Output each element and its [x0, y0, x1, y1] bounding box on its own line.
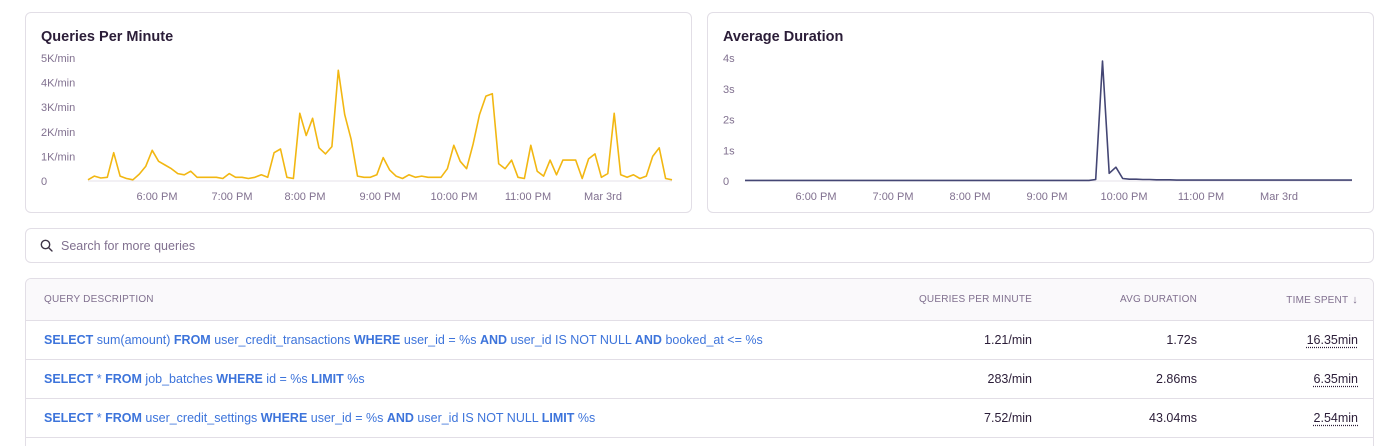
- average-duration-panel: Average Duration 0 1s 2s 3s 4s 6:00 PM 7:00 PM…: [707, 12, 1374, 213]
- sql-text: booked_at <= %s: [661, 333, 763, 347]
- queries-per-minute-title: Queries Per Minute: [41, 29, 174, 45]
- sql-text: *: [93, 411, 106, 425]
- header-time-spent-label: TIME SPENT: [1286, 295, 1349, 306]
- header-queries-per-minute[interactable]: QUERIES PER MINUTE: [918, 294, 1032, 305]
- x-tick-label: 11:00 PM: [1178, 191, 1224, 203]
- header-query-description: QUERY DESCRIPTION: [44, 294, 154, 305]
- series-line: [87, 69, 673, 181]
- y-tick-label: 1s: [723, 145, 735, 157]
- queries-per-minute-value: 7.52/min: [984, 411, 1032, 425]
- sql-keyword: AND: [479, 333, 508, 347]
- sql-text: sum(amount): [93, 333, 174, 347]
- y-tick-label: 4K/min: [41, 78, 75, 90]
- sql-keyword: FROM: [105, 411, 142, 425]
- query-description-link[interactable]: SELECT * FROM user_credit_settings WHERE…: [44, 399, 595, 438]
- sql-keyword: AND: [634, 333, 662, 347]
- query-description-link[interactable]: SELECT sum(amount) FROM user_credit_tran…: [44, 321, 763, 360]
- time-spent-value[interactable]: 2.54min: [1313, 411, 1358, 425]
- table-body: SELECT sum(amount) FROM user_credit_tran…: [26, 321, 1373, 438]
- queries-per-minute-value: 283/min: [987, 372, 1032, 386]
- search-icon: [40, 239, 53, 252]
- sql-text: id = %s: [262, 372, 312, 386]
- y-tick-label: 0: [41, 176, 47, 188]
- x-tick-label: 9:00 PM: [360, 191, 401, 203]
- x-tick-label: Mar 3rd: [584, 191, 622, 203]
- x-tick-label: 10:00 PM: [430, 191, 477, 203]
- time-spent-value[interactable]: 6.35min: [1313, 372, 1358, 386]
- x-tick-label: 7:00 PM: [212, 191, 253, 203]
- x-tick-label: 8:00 PM: [950, 191, 991, 203]
- sql-text: user_id IS NOT NULL: [507, 333, 635, 347]
- table-header: QUERY DESCRIPTION QUERIES PER MINUTE AVG…: [26, 279, 1373, 321]
- x-tick-label: 6:00 PM: [796, 191, 837, 203]
- avg-duration-value: 2.86ms: [1156, 372, 1197, 386]
- sql-keyword: FROM: [173, 333, 211, 347]
- sql-text: *: [93, 372, 106, 386]
- sql-text: user_credit_settings: [141, 411, 261, 425]
- sql-text: %s: [343, 372, 365, 386]
- query-description-link[interactable]: SELECT * FROM job_batches WHERE id = %s …: [44, 360, 365, 399]
- table-row[interactable]: SELECT * FROM user_credit_settings WHERE…: [26, 399, 1373, 438]
- queries-per-minute-chart[interactable]: 0 1K/min 2K/min 3K/min 4K/min 5K/min 6:00 PM 7:…: [26, 13, 693, 214]
- y-tick-label: 0: [723, 176, 729, 188]
- sql-text: user_id = %s: [307, 411, 387, 425]
- sql-text: job_batches: [141, 372, 217, 386]
- search-bar: [25, 228, 1374, 263]
- series-line: [745, 60, 1352, 182]
- sql-keyword: SELECT: [44, 333, 94, 347]
- sql-keyword: WHERE: [216, 372, 263, 386]
- table-row[interactable]: SELECT * FROM job_batches WHERE id = %s …: [26, 360, 1373, 399]
- y-tick-label: 1K/min: [41, 151, 75, 163]
- y-tick-label: 4s: [723, 53, 735, 65]
- sql-keyword: FROM: [105, 372, 142, 386]
- sql-keyword: SELECT: [44, 372, 94, 386]
- y-tick-label: 2s: [723, 115, 735, 127]
- queries-per-minute-panel: Queries Per Minute 0 1K/min 2K/min 3K/min 4K…: [25, 12, 692, 213]
- average-duration-chart[interactable]: 0 1s 2s 3s 4s 6:00 PM 7:00 PM 8:00 PM 9:00 PM 10:…: [708, 13, 1375, 214]
- x-tick-label: 10:00 PM: [1100, 191, 1147, 203]
- x-tick-label: 8:00 PM: [285, 191, 326, 203]
- header-time-spent[interactable]: TIME SPENT ↓: [1286, 279, 1358, 322]
- avg-duration-value: 1.72s: [1166, 333, 1197, 347]
- header-avg-duration[interactable]: AVG DURATION: [1119, 294, 1197, 305]
- arrow-down-icon: ↓: [1352, 294, 1358, 306]
- y-tick-label: 5K/min: [41, 53, 75, 65]
- sql-keyword: LIMIT: [311, 372, 344, 386]
- sql-text: user_id IS NOT NULL: [413, 411, 542, 425]
- sql-text: user_id = %s: [400, 333, 480, 347]
- sql-keyword: WHERE: [260, 411, 308, 425]
- sql-keyword: LIMIT: [541, 411, 575, 425]
- table-row[interactable]: SELECT sum(amount) FROM user_credit_tran…: [26, 321, 1373, 360]
- y-tick-label: 3s: [723, 84, 735, 96]
- avg-duration-value: 43.04ms: [1149, 411, 1197, 425]
- sql-keyword: SELECT: [44, 411, 94, 425]
- sql-text: user_credit_transactions: [210, 333, 354, 347]
- x-tick-label: 6:00 PM: [137, 191, 178, 203]
- x-tick-label: Mar 3rd: [1260, 191, 1298, 203]
- y-tick-label: 3K/min: [41, 102, 75, 114]
- x-tick-label: 11:00 PM: [505, 191, 551, 203]
- average-duration-title: Average Duration: [723, 29, 844, 45]
- time-spent-value[interactable]: 16.35min: [1306, 333, 1358, 347]
- y-tick-label: 2K/min: [41, 127, 75, 139]
- x-tick-label: 9:00 PM: [1027, 191, 1068, 203]
- sql-keyword: AND: [386, 411, 414, 425]
- queries-per-minute-value: 1.21/min: [984, 333, 1032, 347]
- queries-table: QUERY DESCRIPTION QUERIES PER MINUTE AVG…: [25, 278, 1374, 446]
- x-tick-label: 7:00 PM: [873, 191, 914, 203]
- search-input[interactable]: [61, 238, 661, 253]
- sql-text: %s: [574, 411, 596, 425]
- sql-keyword: WHERE: [353, 333, 401, 347]
